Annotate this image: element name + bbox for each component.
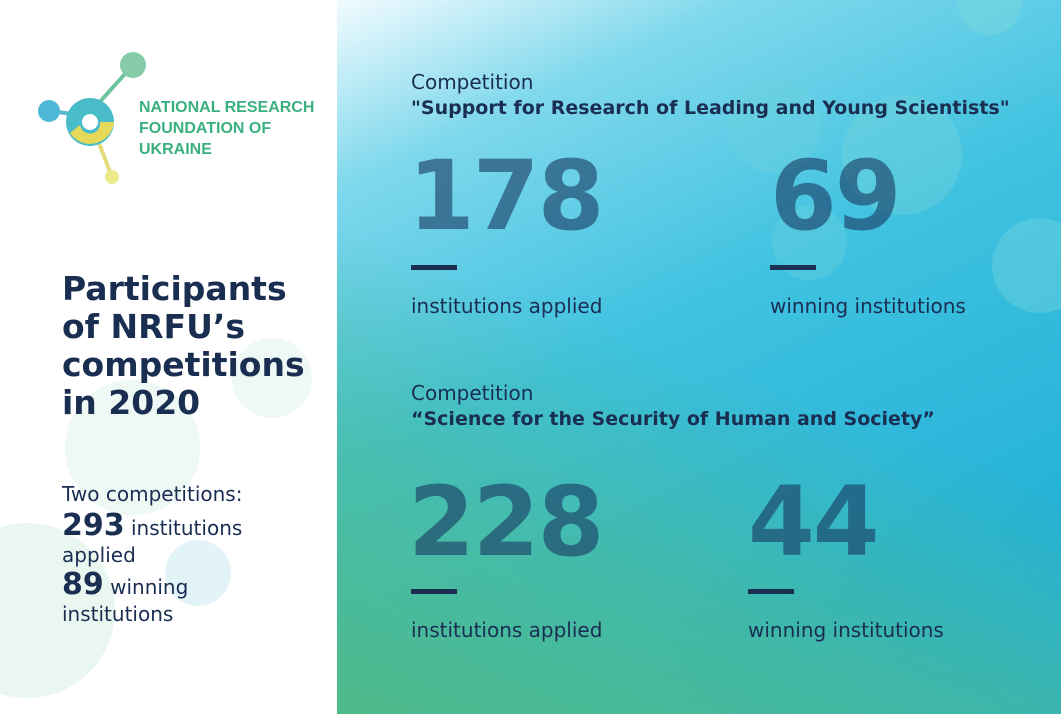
decorative-bubble — [165, 540, 231, 606]
competition-1-applied: 178 — [408, 140, 604, 252]
decorative-bubble — [65, 380, 200, 515]
competition-1-label: Competition — [411, 70, 534, 94]
decorative-bubble — [992, 218, 1061, 313]
nrfu-logo-icon — [38, 52, 146, 184]
competition-2-winning-label: winning institutions — [748, 618, 944, 642]
page-title: Participants of NRFU’s competitions in 2… — [62, 269, 305, 422]
applied-total-label: institutions applied — [62, 516, 243, 567]
competition-2-winning: 44 — [748, 466, 880, 578]
decorative-bubble — [727, 78, 822, 173]
competition-1-winning-label: winning institutions — [770, 294, 966, 318]
competition-2-name: “Science for the Security of Human and S… — [411, 408, 935, 430]
decorative-bubble — [957, 0, 1022, 35]
competition-2-applied: 228 — [408, 466, 604, 578]
competition-1-winning: 69 — [770, 140, 902, 252]
decorative-bubble — [842, 95, 962, 215]
right-panel — [337, 0, 1061, 714]
decorative-bubble — [232, 338, 312, 418]
summary: Two competitions: 293 institutions appli… — [62, 481, 262, 628]
divider — [770, 265, 816, 270]
left-panel: NATIONAL RESEARCH FOUNDATION OF UKRAINE … — [0, 0, 337, 714]
competition-2-applied-label: institutions applied — [411, 618, 603, 642]
divider — [411, 265, 457, 270]
competition-2-label: Competition — [411, 381, 534, 405]
competition-1-applied-label: institutions applied — [411, 294, 603, 318]
competition-1-name: "Support for Research of Leading and You… — [411, 97, 1010, 119]
divider — [748, 589, 794, 594]
winning-total-label: winning institutions — [62, 575, 189, 626]
logo-text: NATIONAL RESEARCH FOUNDATION OF UKRAINE — [139, 99, 315, 158]
applied-total: 293 — [62, 508, 125, 543]
divider — [411, 589, 457, 594]
summary-intro: Two competitions: — [62, 482, 243, 506]
winning-total: 89 — [62, 567, 104, 602]
